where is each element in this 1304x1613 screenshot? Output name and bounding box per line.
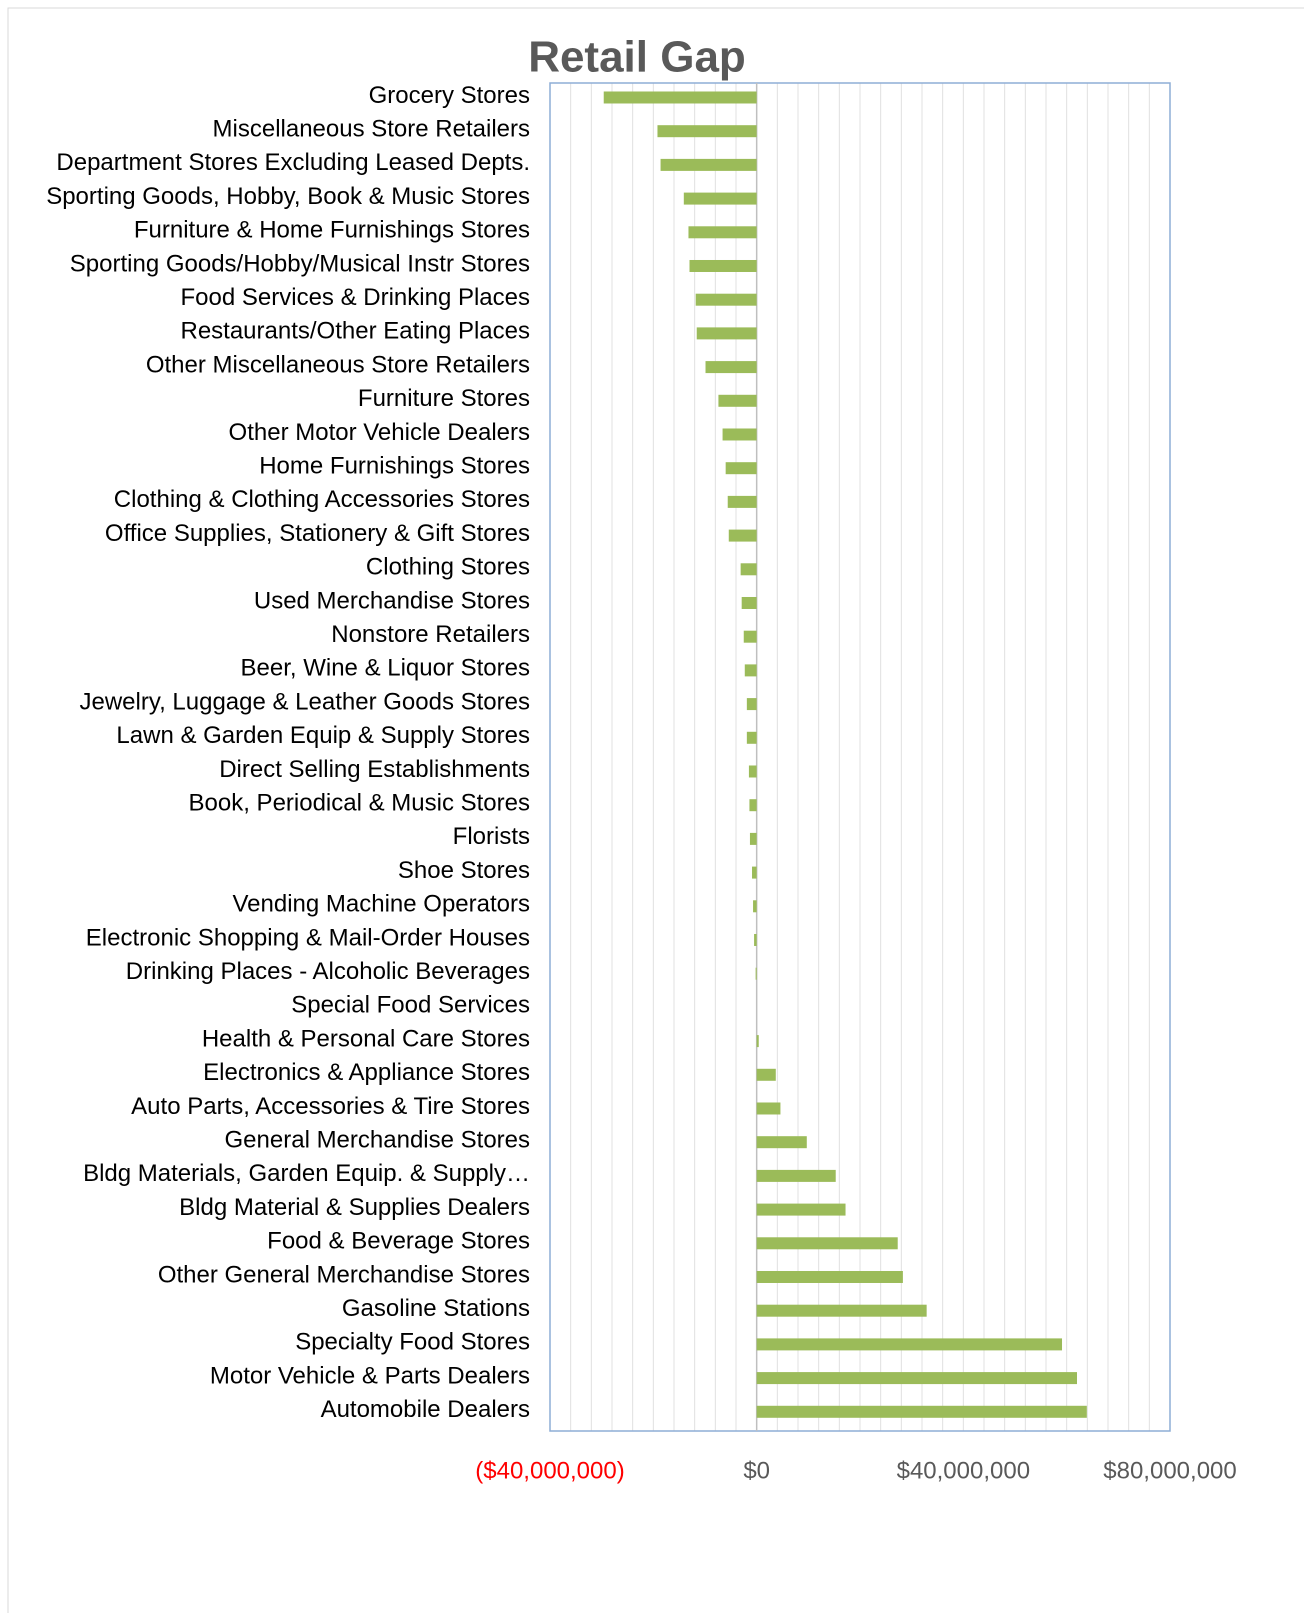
bar	[756, 1338, 1063, 1351]
y-tick-label: Electronic Shopping & Mail-Order Houses	[86, 924, 530, 951]
y-tick-label: Shoe Stores	[398, 857, 530, 884]
y-tick-label: Direct Selling Establishments	[219, 756, 530, 783]
y-tick-label: Health & Personal Care Stores	[202, 1025, 530, 1052]
x-tick-label: ($40,000,000)	[475, 1457, 624, 1484]
y-tick-label: Auto Parts, Accessories & Tire Stores	[131, 1093, 530, 1120]
y-tick-label: Lawn & Garden Equip & Supply Stores	[116, 722, 530, 749]
bar	[603, 91, 757, 104]
bar	[756, 1405, 1087, 1418]
y-tick-label: Gasoline Stations	[342, 1295, 530, 1322]
bar	[753, 900, 757, 913]
bar	[660, 158, 757, 171]
bar	[722, 428, 757, 441]
bar	[756, 1035, 759, 1048]
bar	[741, 596, 757, 609]
y-tick-label: Beer, Wine & Liquor Stores	[241, 655, 530, 682]
y-tick-label: General Merchandise Stores	[225, 1127, 530, 1154]
bar	[744, 664, 757, 677]
bar	[696, 327, 757, 340]
y-tick-label: Vending Machine Operators	[232, 891, 530, 918]
x-tick-label: $40,000,000	[897, 1457, 1030, 1484]
y-tick-label: Drinking Places - Alcoholic Beverages	[126, 958, 530, 985]
bar	[756, 1304, 927, 1317]
x-tick-label: $80,000,000	[1103, 1457, 1236, 1484]
bar	[728, 529, 757, 542]
bar	[756, 1102, 781, 1115]
bar	[755, 967, 757, 980]
bar	[740, 563, 757, 576]
y-tick-label: Furniture Stores	[358, 385, 530, 412]
bar	[695, 293, 757, 306]
bar	[727, 495, 757, 508]
y-tick-label: Office Supplies, Stationery & Gift Store…	[105, 520, 530, 547]
bar	[756, 1203, 846, 1216]
bar	[756, 1270, 903, 1283]
y-tick-label: Other General Merchandise Stores	[158, 1261, 530, 1288]
y-tick-label: Book, Periodical & Music Stores	[189, 790, 530, 817]
y-tick-label: Automobile Dealers	[321, 1396, 530, 1423]
y-tick-label: Nonstore Retailers	[331, 621, 530, 648]
bar	[756, 1136, 807, 1149]
x-tick-label: $0	[743, 1457, 770, 1484]
y-tick-label: Sporting Goods, Hobby, Book & Music Stor…	[46, 183, 530, 210]
chart-title: Retail Gap	[528, 33, 746, 82]
bar	[756, 1372, 1077, 1385]
bar	[756, 1169, 836, 1182]
y-tick-label: Florists	[453, 823, 530, 850]
y-tick-label: Other Miscellaneous Store Retailers	[146, 351, 530, 378]
y-tick-label: Electronics & Appliance Stores	[203, 1059, 530, 1086]
y-tick-label: Clothing Stores	[366, 554, 530, 581]
y-tick-label: Specialty Food Stores	[295, 1329, 530, 1356]
bar	[749, 799, 757, 812]
bar	[754, 933, 757, 946]
bar	[688, 226, 757, 239]
plot-border	[549, 82, 1171, 1432]
y-tick-label: Clothing & Clothing Accessories Stores	[114, 486, 530, 513]
bar	[689, 259, 757, 272]
y-tick-label: Motor Vehicle & Parts Dealers	[210, 1362, 530, 1389]
bar	[756, 1237, 898, 1250]
y-tick-label: Furniture & Home Furnishings Stores	[134, 217, 530, 244]
chart-border	[7, 7, 1304, 1613]
y-tick-label: Restaurants/Other Eating Places	[180, 318, 530, 345]
y-tick-label: Bldg Materials, Garden Equip. & Supply…	[83, 1160, 530, 1187]
y-tick-label: Other Motor Vehicle Dealers	[229, 419, 530, 446]
y-tick-label: Grocery Stores	[369, 82, 530, 109]
y-tick-label: Bldg Material & Supplies Dealers	[179, 1194, 530, 1221]
bar	[683, 192, 757, 205]
bar	[705, 361, 757, 374]
y-tick-label: Miscellaneous Store Retailers	[213, 116, 530, 143]
bar	[746, 731, 757, 744]
y-tick-label: Jewelry, Luggage & Leather Goods Stores	[80, 688, 531, 715]
bar	[749, 832, 757, 845]
y-tick-label: Used Merchandise Stores	[254, 587, 530, 614]
bar	[748, 765, 757, 778]
y-tick-label: Department Stores Excluding Leased Depts…	[56, 149, 530, 176]
bar	[752, 866, 757, 879]
y-tick-label: Sporting Goods/Hobby/Musical Instr Store…	[70, 250, 530, 277]
bar	[756, 1068, 776, 1081]
y-tick-label: Home Furnishings Stores	[259, 453, 530, 480]
bar	[657, 125, 757, 138]
y-tick-label: Food & Beverage Stores	[267, 1228, 530, 1255]
bar	[718, 394, 757, 407]
bar	[743, 630, 757, 643]
y-tick-label: Special Food Services	[291, 992, 530, 1019]
y-tick-label: Food Services & Drinking Places	[181, 284, 530, 311]
bar	[725, 462, 757, 475]
bar	[746, 698, 757, 711]
